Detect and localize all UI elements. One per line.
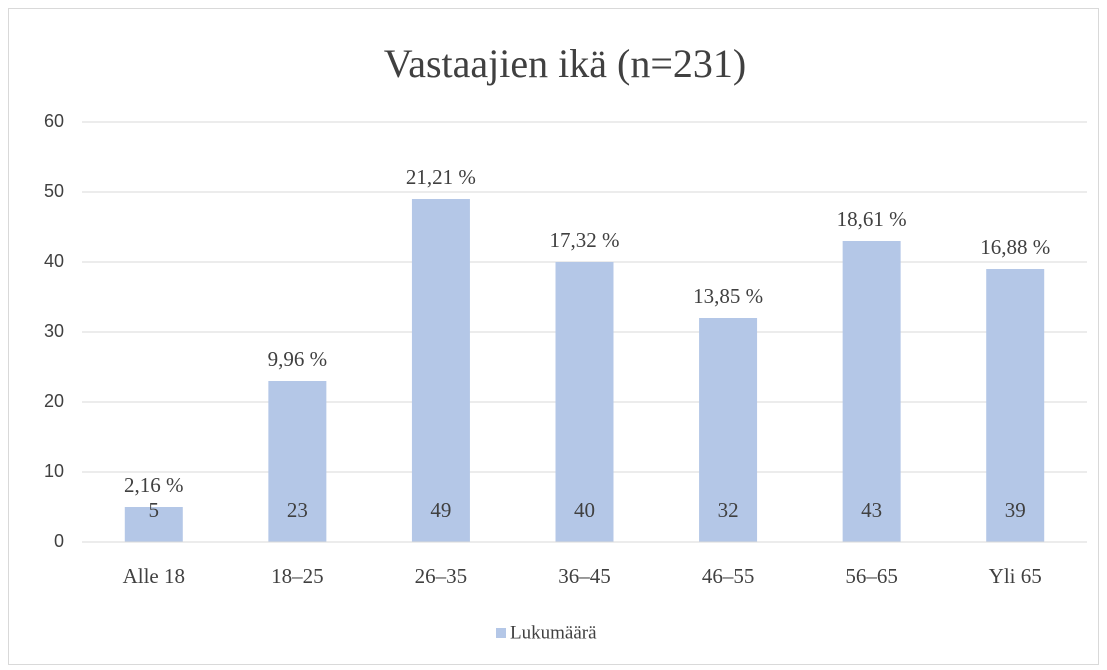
y-tick-label: 0 xyxy=(54,531,64,551)
percent-label: 2,16 % xyxy=(124,473,184,497)
x-tick-label: 18–25 xyxy=(271,564,324,588)
value-label: 40 xyxy=(574,498,595,522)
percent-label: 17,32 % xyxy=(550,228,620,252)
bar xyxy=(986,269,1045,542)
percent-label: 9,96 % xyxy=(268,347,328,371)
y-tick-label: 20 xyxy=(44,391,64,411)
x-tick-label: 26–35 xyxy=(415,564,468,588)
x-tick-label: Yli 65 xyxy=(989,564,1042,588)
bar xyxy=(699,318,758,542)
x-tick-label: 56–65 xyxy=(845,564,898,588)
y-tick-label: 40 xyxy=(44,251,64,271)
percent-label: 13,85 % xyxy=(693,284,763,308)
value-label: 39 xyxy=(1005,498,1026,522)
y-tick-label: 50 xyxy=(44,181,64,201)
value-label: 43 xyxy=(861,498,882,522)
bar xyxy=(124,507,183,542)
chart-title: Vastaajien ikä (n=231) xyxy=(384,41,746,86)
percent-label: 21,21 % xyxy=(406,165,476,189)
bar xyxy=(555,262,614,542)
percent-label: 16,88 % xyxy=(980,235,1050,259)
legend-label: Lukumäärä xyxy=(510,622,597,643)
x-tick-label: 36–45 xyxy=(558,564,611,588)
x-tick-label: Alle 18 xyxy=(123,564,185,588)
y-tick-label: 30 xyxy=(44,321,64,341)
y-tick-label: 10 xyxy=(44,461,64,481)
value-label: 5 xyxy=(149,498,160,522)
percent-label: 18,61 % xyxy=(837,207,907,231)
value-label: 49 xyxy=(430,498,451,522)
bar xyxy=(842,241,901,542)
y-tick-label: 60 xyxy=(44,111,64,131)
bar xyxy=(268,381,327,542)
bar xyxy=(411,199,470,542)
value-label: 32 xyxy=(718,498,739,522)
x-tick-label: 46–55 xyxy=(702,564,755,588)
legend-swatch xyxy=(496,628,506,638)
value-label: 23 xyxy=(287,498,308,522)
chart-frame xyxy=(8,8,1099,665)
